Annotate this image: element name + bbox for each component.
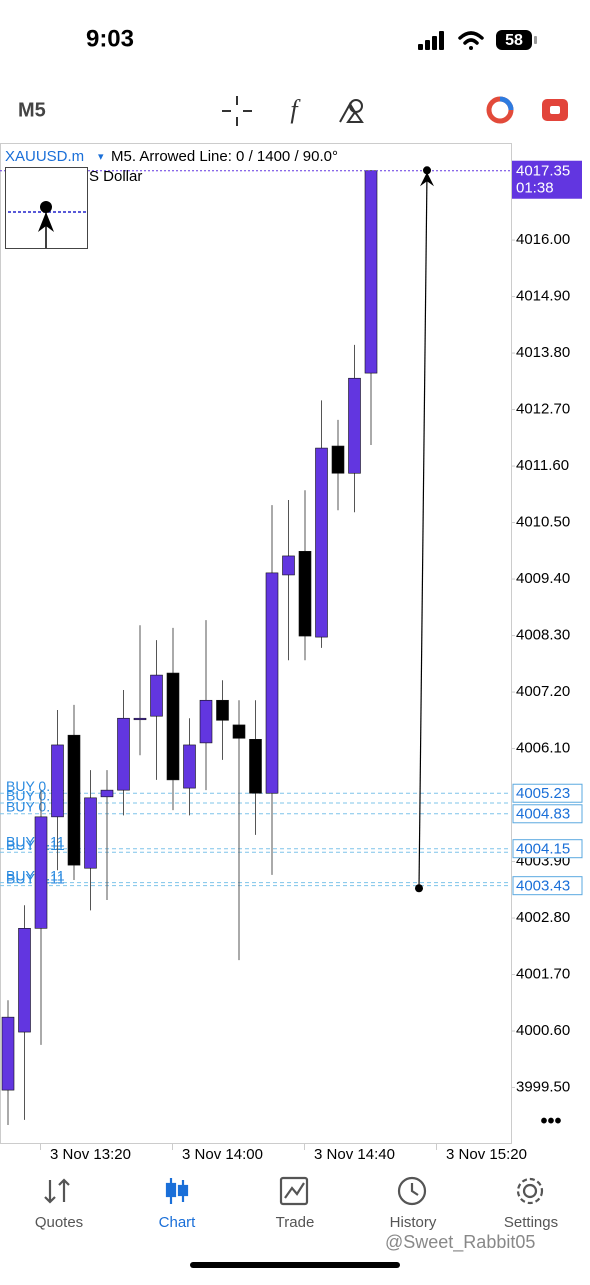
price-tag-label: 4004.83 xyxy=(516,806,570,823)
watermark: @Sweet_Rabbit05 xyxy=(385,1232,535,1253)
battery xyxy=(496,30,532,50)
y-tick-label: 4006.10 xyxy=(516,740,570,757)
y-tick-label: 4008.30 xyxy=(516,627,570,644)
y-tick-label: 4012.70 xyxy=(516,401,570,418)
candle-body xyxy=(315,447,328,638)
tab-label[interactable]: Chart xyxy=(159,1214,197,1231)
x-tick-label: 3 Nov 14:40 xyxy=(314,1146,395,1163)
candle-body xyxy=(232,724,246,739)
candle-body xyxy=(166,672,180,781)
price-tag-label: 4005.23 xyxy=(516,785,570,802)
tab-label[interactable]: Quotes xyxy=(35,1214,83,1231)
order-label: BUY 0.11 xyxy=(6,798,65,814)
price-tag xyxy=(512,876,583,896)
price-tag xyxy=(512,783,583,803)
order-label: BUY 0.11 xyxy=(6,788,65,804)
clock: 9:03 xyxy=(86,25,134,52)
price-tag-label: 4003.43 xyxy=(516,878,570,895)
x-tick-label: 3 Nov 13:20 xyxy=(50,1146,131,1163)
candle-body xyxy=(133,717,147,721)
arrow-head xyxy=(420,172,434,187)
price-tag xyxy=(512,839,583,859)
arrow-start xyxy=(423,166,431,175)
price-tag-label: 4004.15 xyxy=(516,841,570,858)
crosshair-icon[interactable] xyxy=(222,96,252,126)
chart-frame xyxy=(0,143,512,1144)
candle-body xyxy=(84,797,97,869)
y-tick-label: 3999.50 xyxy=(516,1078,570,1095)
candle-body xyxy=(282,555,295,576)
candle-body xyxy=(348,377,361,474)
y-tick-label: 4009.40 xyxy=(516,570,570,587)
chart-caption: M5. Arrowed Line: 0 / 1400 / 90.0° xyxy=(111,148,338,165)
signal xyxy=(418,31,444,50)
home-indicator xyxy=(190,1262,400,1268)
tab-label[interactable]: Settings xyxy=(504,1214,558,1231)
arrow-end xyxy=(415,884,423,893)
tab-label[interactable]: History xyxy=(390,1214,437,1231)
candle-body xyxy=(216,699,229,721)
candle-body xyxy=(117,717,130,791)
candle-body xyxy=(100,789,114,798)
y-tick-label: 4011.60 xyxy=(516,457,569,474)
y-tick-label: 4010.50 xyxy=(516,514,570,531)
countdown: 01:38 xyxy=(516,180,554,197)
tab-bar: Quotes Chart Trade History Settings xyxy=(35,1214,558,1231)
candle-body xyxy=(67,734,81,866)
y-tick-label: 4002.80 xyxy=(516,909,570,926)
arrowed-line xyxy=(418,172,428,889)
chart-content: 3999.504000.604001.704002.804003.904006.… xyxy=(0,160,583,1163)
y-tick-label: 4007.20 xyxy=(516,683,570,700)
candle-body xyxy=(265,572,279,794)
object-preview xyxy=(5,167,88,249)
candle-body xyxy=(364,170,378,374)
tab-icons xyxy=(44,1176,544,1206)
candle-body xyxy=(1,1016,15,1091)
y-tick-label: 4000.60 xyxy=(516,1022,570,1039)
candle-body xyxy=(298,551,312,637)
trade-icon-part xyxy=(499,96,514,111)
battery-cap xyxy=(534,36,537,44)
candle-body xyxy=(249,739,262,794)
y-tick-label: 4016.00 xyxy=(516,231,570,248)
candle-body xyxy=(331,445,345,474)
x-tick-label: 3 Nov 15:20 xyxy=(446,1146,527,1163)
timeframe[interactable]: M5 xyxy=(18,99,46,121)
candle-body xyxy=(150,674,163,717)
candle-body xyxy=(183,744,196,789)
symbol-dropdown[interactable]: ▾ xyxy=(98,151,104,163)
wifi xyxy=(458,31,484,50)
symbol[interactable]: XAUUSD.m xyxy=(5,148,84,165)
current-price-tag xyxy=(512,160,582,199)
candle-body xyxy=(199,699,213,744)
x-tick-label: 3 Nov 14:00 xyxy=(182,1146,263,1163)
candle-body xyxy=(51,744,64,818)
battery-level: 58 xyxy=(505,32,523,49)
account-icon-part xyxy=(550,106,560,114)
current-price-label: 4017.35 xyxy=(516,163,570,180)
y-tick-label: 4001.70 xyxy=(516,966,570,983)
symbol-name: S Dollar xyxy=(89,168,142,185)
tab-label[interactable]: Trade xyxy=(276,1214,315,1231)
candle-body xyxy=(18,928,31,1033)
objects-icon[interactable] xyxy=(339,99,364,123)
y-tick-label: 4013.80 xyxy=(516,344,570,361)
price-tag xyxy=(512,804,583,824)
candle-body xyxy=(34,816,48,929)
order-label: BUY 0.11 xyxy=(6,778,65,794)
more-button[interactable]: ••• xyxy=(540,1110,561,1132)
indicator-icon[interactable]: f xyxy=(290,95,301,124)
y-tick-label: 4014.90 xyxy=(516,288,570,305)
